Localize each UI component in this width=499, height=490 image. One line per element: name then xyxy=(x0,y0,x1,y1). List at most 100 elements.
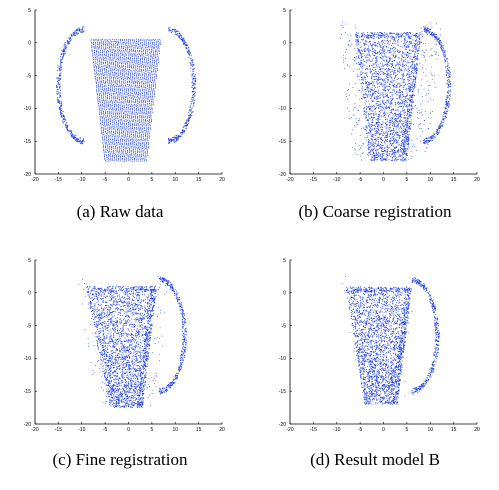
data-point xyxy=(103,135,104,136)
data-point xyxy=(117,58,118,59)
data-point xyxy=(105,110,106,111)
data-point xyxy=(401,59,402,60)
data-point xyxy=(126,140,127,141)
data-point xyxy=(130,78,131,79)
data-point xyxy=(125,102,126,103)
data-point xyxy=(127,152,128,153)
data-point xyxy=(110,121,111,122)
data-point xyxy=(119,152,120,153)
data-point xyxy=(133,150,134,151)
data-point xyxy=(393,136,394,137)
data-point xyxy=(134,108,135,109)
data-point xyxy=(122,159,123,160)
data-point xyxy=(78,28,79,29)
data-point xyxy=(150,78,151,79)
data-point xyxy=(59,103,60,104)
data-point xyxy=(391,71,392,72)
data-point xyxy=(99,97,100,98)
data-point xyxy=(142,75,143,76)
data-point xyxy=(399,135,400,136)
data-point xyxy=(154,96,155,97)
data-point xyxy=(109,116,110,117)
data-point xyxy=(145,88,146,89)
data-point xyxy=(112,52,113,53)
data-point xyxy=(130,95,131,96)
data-point xyxy=(132,62,133,63)
data-point xyxy=(65,119,66,120)
data-point xyxy=(127,69,128,70)
data-point xyxy=(143,140,144,141)
data-point xyxy=(132,128,133,129)
data-point xyxy=(124,40,125,41)
data-point xyxy=(125,82,126,83)
data-point xyxy=(67,40,68,41)
data-point xyxy=(378,77,379,78)
data-point xyxy=(127,151,128,152)
data-point xyxy=(98,65,99,66)
data-point xyxy=(403,131,404,132)
data-point xyxy=(139,51,140,52)
data-point xyxy=(408,46,409,47)
data-point xyxy=(106,72,107,73)
data-point xyxy=(124,120,125,121)
data-point xyxy=(178,31,179,32)
data-point xyxy=(365,40,366,41)
data-point xyxy=(61,60,62,61)
data-point xyxy=(94,50,95,51)
data-point xyxy=(59,87,60,88)
data-point xyxy=(121,62,122,63)
data-point xyxy=(82,27,83,28)
data-point xyxy=(143,86,144,87)
data-point xyxy=(113,45,114,46)
data-point xyxy=(104,108,105,109)
data-point xyxy=(122,105,123,106)
data-point xyxy=(148,58,149,59)
data-point xyxy=(117,149,118,150)
data-point xyxy=(130,129,131,130)
data-point xyxy=(146,76,147,77)
data-point xyxy=(412,90,413,91)
data-point xyxy=(110,51,111,52)
data-point xyxy=(146,143,147,144)
data-point xyxy=(140,42,141,43)
data-point xyxy=(111,113,112,114)
data-point xyxy=(104,106,105,107)
data-point xyxy=(145,155,146,156)
data-point xyxy=(101,66,102,67)
data-point xyxy=(106,74,107,75)
data-point xyxy=(116,117,117,118)
data-point xyxy=(406,54,407,55)
data-point xyxy=(82,28,83,29)
data-point xyxy=(154,94,155,95)
data-point xyxy=(57,70,58,71)
data-point xyxy=(192,66,193,67)
data-point xyxy=(121,120,122,121)
data-point xyxy=(147,134,148,135)
data-point xyxy=(140,98,141,99)
data-point xyxy=(120,128,121,129)
data-point xyxy=(191,109,192,110)
data-point xyxy=(137,121,138,122)
data-point xyxy=(136,61,137,62)
data-point xyxy=(112,69,113,70)
data-point xyxy=(66,127,67,128)
data-point xyxy=(125,43,126,44)
data-point xyxy=(63,119,64,120)
data-point xyxy=(138,92,139,93)
data-point xyxy=(147,53,148,54)
data-point xyxy=(74,134,75,135)
data-point xyxy=(126,73,127,74)
data-point xyxy=(137,103,138,104)
data-point xyxy=(123,87,124,88)
data-point xyxy=(128,122,129,123)
data-point xyxy=(397,68,398,69)
data-point xyxy=(141,66,142,67)
data-point xyxy=(371,126,372,127)
data-point xyxy=(123,136,124,137)
data-point xyxy=(408,81,409,82)
data-point xyxy=(390,120,391,121)
data-point xyxy=(187,51,188,52)
y-tick-label: -20 xyxy=(24,172,31,178)
data-point xyxy=(126,88,127,89)
data-point xyxy=(129,53,130,54)
